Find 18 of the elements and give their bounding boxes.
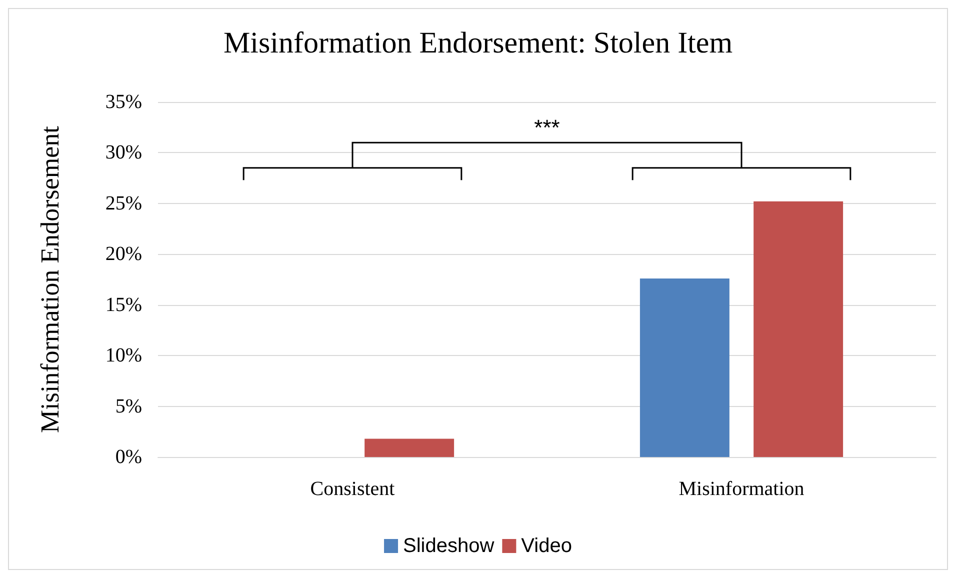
y-tick-label: 25% [105, 192, 142, 214]
y-tick-label: 30% [105, 142, 142, 164]
y-tick-label: 20% [105, 243, 142, 266]
y-axis-title: Misinformation Endorsement [36, 125, 64, 433]
y-tick-label: 15% [105, 294, 142, 316]
x-tick-label: Consistent [310, 478, 396, 500]
legend-label: Slideshow [403, 535, 495, 557]
bar [640, 278, 730, 457]
y-tick-label: 0% [115, 446, 142, 468]
y-tick-label: 35% [105, 91, 142, 113]
x-tick-label: Misinformation [678, 478, 804, 500]
bar [754, 201, 844, 457]
y-tick-label: 5% [115, 395, 142, 418]
chart-title: Misinformation Endorsement: Stolen Item [223, 26, 733, 60]
legend-label: Video [521, 535, 572, 557]
annotation: *** [534, 115, 560, 140]
y-tick-label: 10% [105, 344, 142, 367]
bar [364, 438, 454, 457]
